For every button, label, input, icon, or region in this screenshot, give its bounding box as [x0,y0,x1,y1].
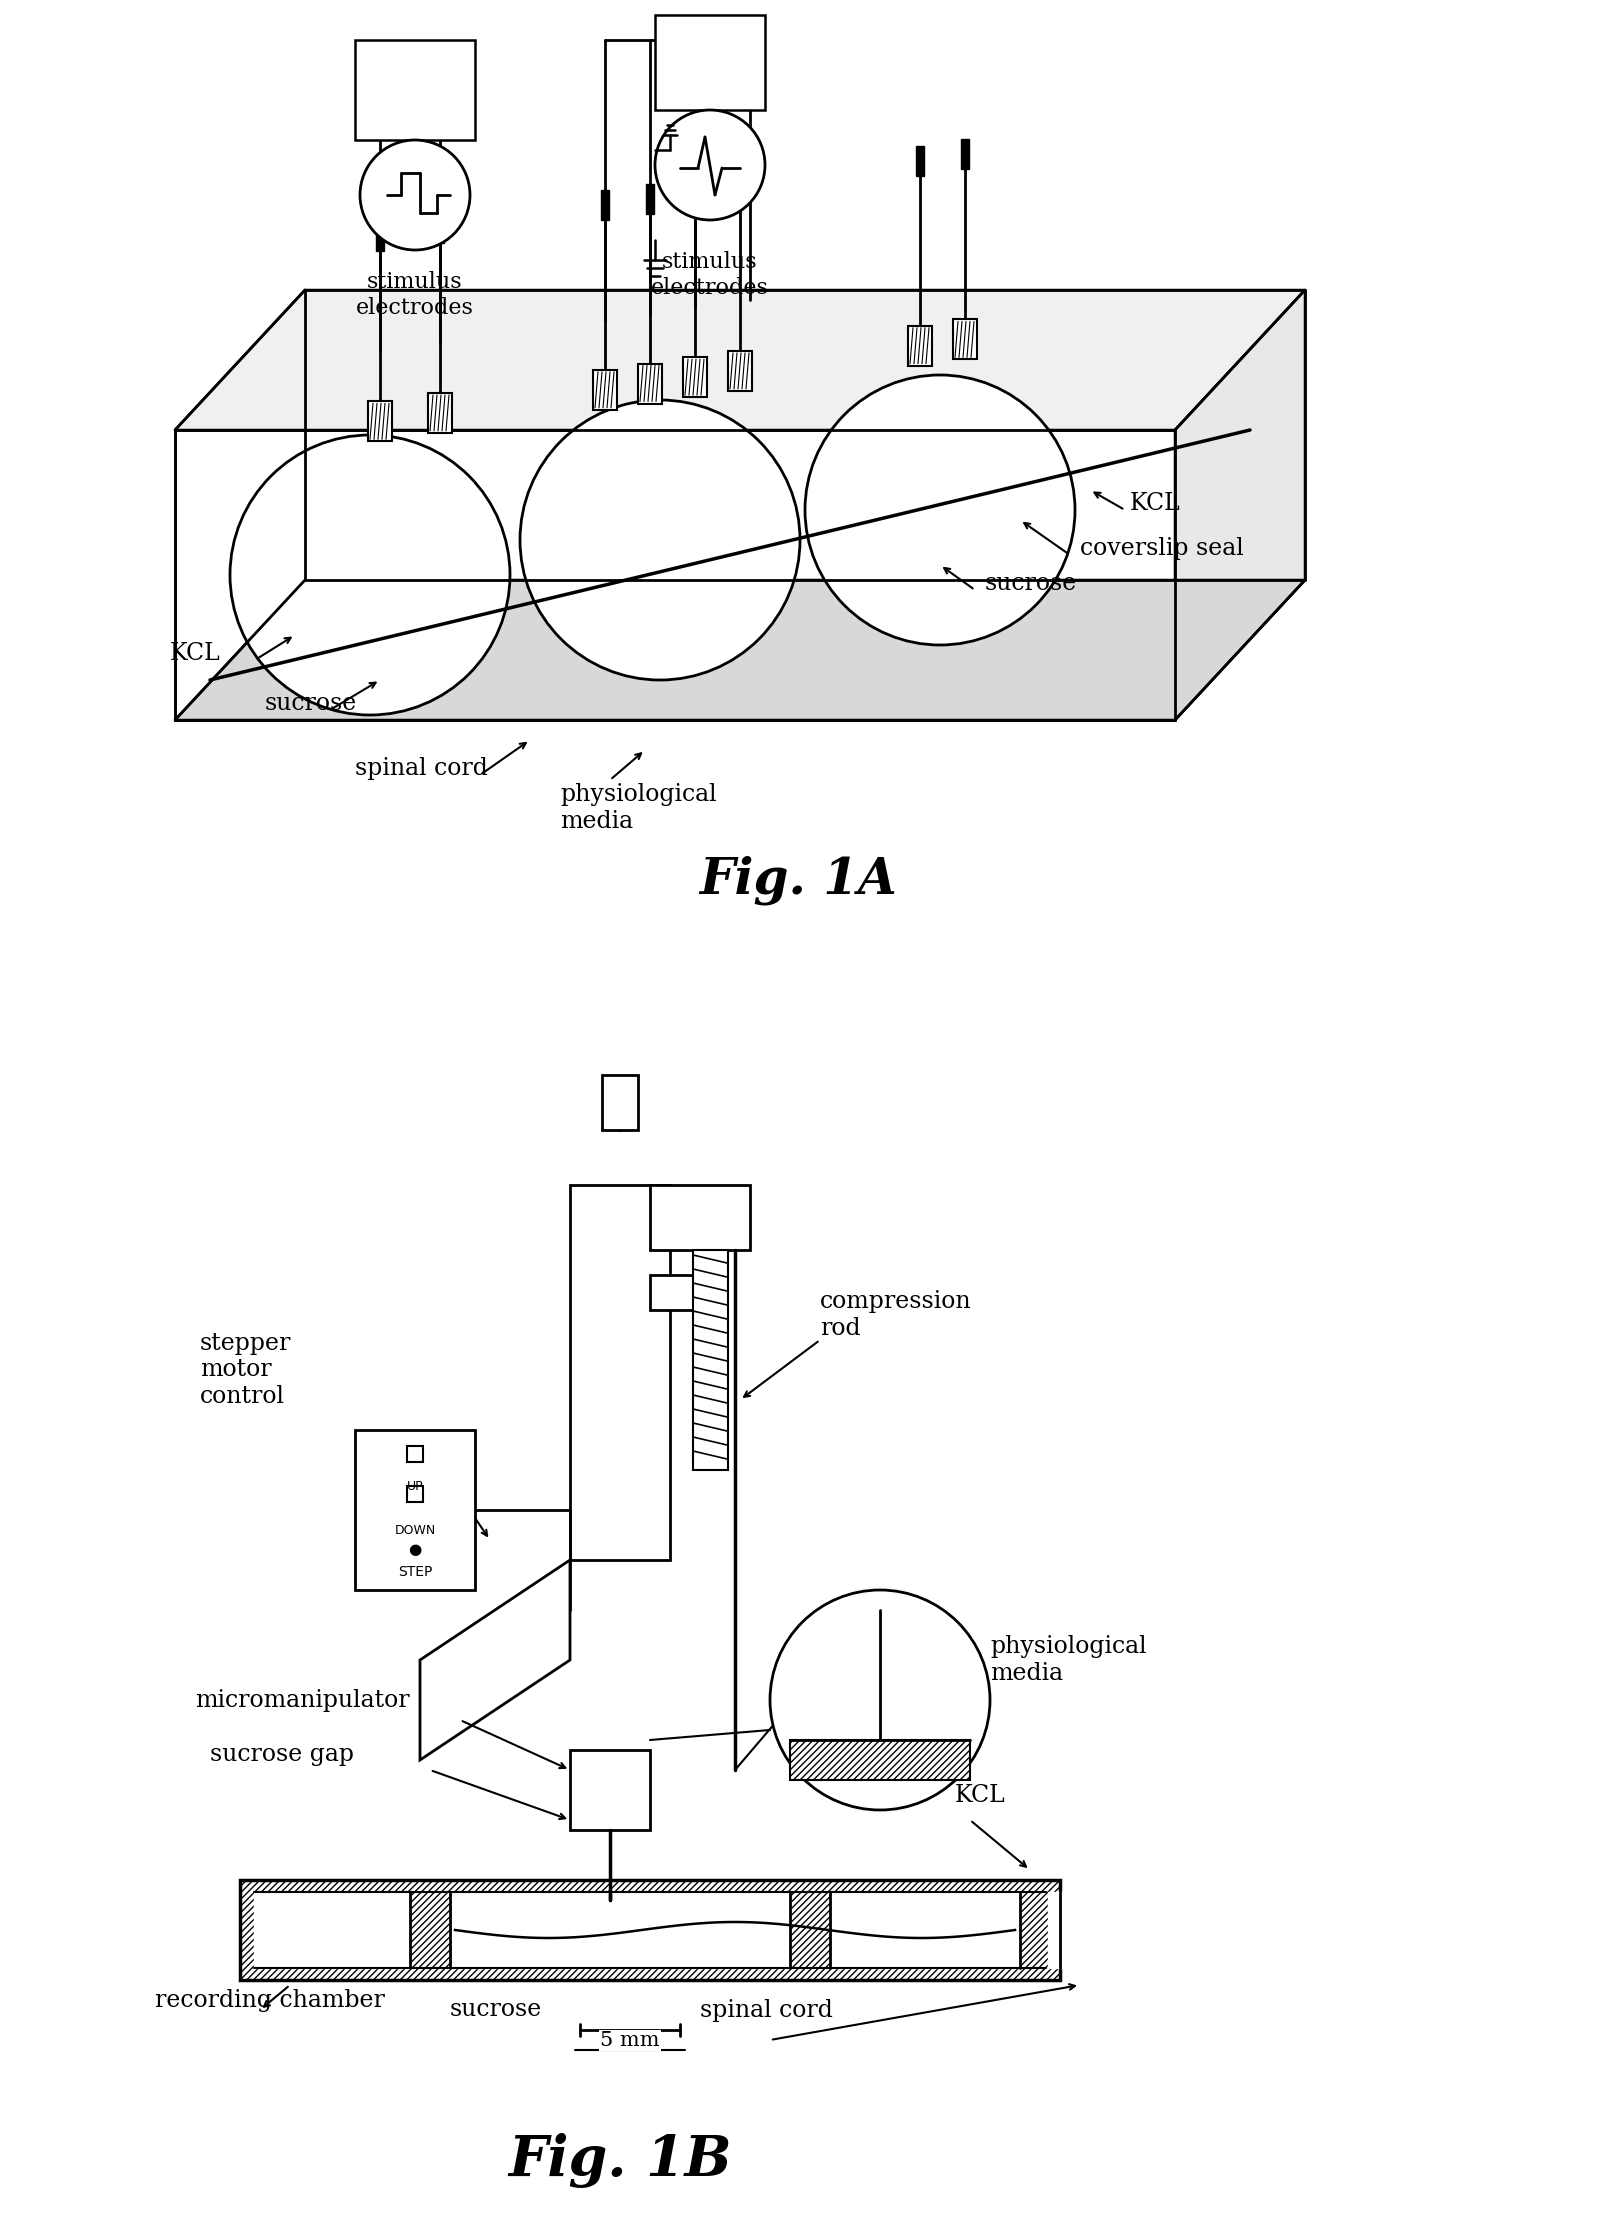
Text: UP: UP [407,1480,423,1494]
Text: sucrose: sucrose [985,572,1078,594]
Bar [693,1251,728,1469]
Text: stimulus
electrodes: stimulus electrodes [652,252,768,298]
Bar [692,178,699,207]
Polygon shape [176,430,1175,719]
Text: KCL: KCL [169,641,220,666]
Text: physiological
media: physiological media [990,1636,1147,1685]
Text: ●: ● [409,1543,422,1558]
Bar [637,363,663,403]
Bar [375,220,383,252]
Bar [600,189,608,220]
Bar [909,325,933,365]
Polygon shape [176,581,1305,719]
Text: sucrose gap: sucrose gap [209,1743,355,1767]
Bar [407,1487,423,1503]
Polygon shape [1175,289,1305,719]
Circle shape [770,1589,990,1810]
Bar [650,1184,751,1251]
Text: physiological
media: physiological media [561,784,717,833]
Bar [355,40,474,140]
Bar [570,1184,671,1560]
Text: coverslip seal: coverslip seal [1080,536,1244,559]
Bar [961,140,969,169]
Text: 5 mm: 5 mm [600,2030,660,2050]
Bar [655,16,765,109]
Text: stimulus
electrodes: stimulus electrodes [356,272,474,318]
Text: KCL: KCL [1131,492,1180,514]
Bar [953,318,977,358]
Bar [240,1881,1060,1979]
Bar [728,352,752,392]
Bar [436,214,444,243]
Bar [602,1075,637,1131]
Ellipse shape [805,374,1075,646]
Bar [407,1447,423,1462]
Bar [650,1275,720,1309]
Circle shape [655,109,765,220]
Bar [452,1892,791,1968]
Bar [832,1892,1020,1968]
Text: DOWN: DOWN [394,1523,436,1536]
Bar [917,145,925,176]
Text: spinal cord: spinal cord [355,757,487,779]
Bar [367,401,391,441]
Ellipse shape [521,401,800,679]
Polygon shape [420,1560,570,1761]
Text: recording chamber: recording chamber [155,1988,385,2012]
Bar [592,370,616,410]
Text: stepper
motor
control: stepper motor control [200,1331,291,1409]
Bar [254,1892,410,1968]
Ellipse shape [230,434,509,715]
Text: sucrose: sucrose [265,692,358,715]
Bar [428,394,452,432]
Bar [355,1429,474,1589]
Text: micromanipulator: micromanipulator [195,1690,409,1712]
Bar [791,1741,969,1781]
Bar [684,356,707,396]
Text: compression
rod: compression rod [819,1291,971,1340]
Text: Fig. 1B: Fig. 1B [508,2133,731,2188]
Bar [736,171,744,200]
Polygon shape [176,289,1305,430]
Text: sucrose: sucrose [450,1999,543,2021]
Text: STEP: STEP [398,1565,433,1578]
Bar [647,183,655,214]
Bar [570,1750,650,1830]
Circle shape [359,140,470,249]
Bar [1048,1892,1062,1968]
Text: Fig. 1A: Fig. 1A [699,855,898,904]
Text: KCL: KCL [955,1783,1006,1808]
Text: spinal cord: spinal cord [699,1999,834,2021]
